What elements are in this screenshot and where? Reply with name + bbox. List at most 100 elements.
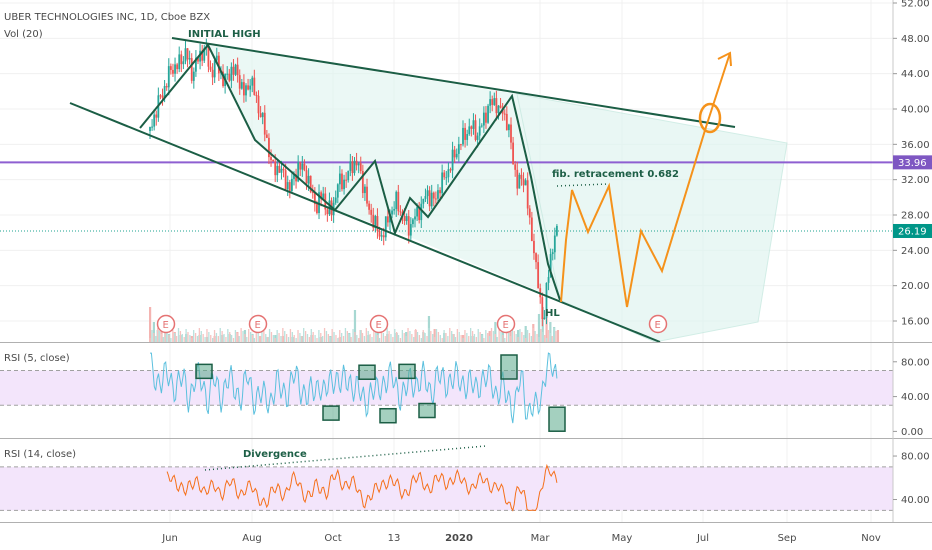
candle-body [253, 77, 256, 95]
candle-body [443, 172, 446, 178]
volume-bar [526, 330, 529, 342]
volume-bar [303, 328, 305, 342]
time-scale[interactable]: Jun Aug Oct 13 2020 Mar May Jul Sep Nov [161, 533, 881, 544]
volume-bar [549, 322, 552, 342]
volume-bar [475, 337, 477, 342]
volume-bar [293, 335, 295, 342]
volume-bar [380, 330, 383, 342]
rsi-highlight-box [398, 363, 416, 380]
volume-bar [536, 334, 538, 342]
volume-bar [462, 338, 464, 342]
volume-bar [316, 338, 318, 342]
rsi14-pane[interactable]: Divergence RSI (14, close) [0, 445, 893, 512]
candle-body [439, 190, 441, 194]
volume-bar [213, 330, 216, 342]
volume-bar [340, 333, 343, 342]
candle-body [188, 58, 191, 60]
rsi14-grid [0, 466, 893, 511]
volume-bar [318, 330, 320, 342]
rsi14-legend[interactable]: RSI (14, close) [4, 449, 76, 460]
upper-trendline[interactable] [171, 37, 736, 128]
candle-body [372, 214, 375, 228]
volume-bar [278, 333, 280, 342]
volume-bar [255, 330, 257, 342]
trendlines[interactable] [69, 37, 736, 343]
volume-bar [352, 329, 354, 342]
projection-path[interactable] [560, 52, 731, 308]
volume-bar [454, 337, 457, 342]
candle-body [186, 48, 189, 60]
candle-body [478, 126, 481, 136]
earnings-icon[interactable] [369, 314, 389, 334]
candle-body [249, 85, 252, 90]
earnings-icon[interactable] [496, 314, 516, 334]
volume-bar [507, 333, 510, 342]
price-tick-label: 32.00 [901, 175, 930, 186]
volume-bar [230, 335, 233, 342]
candle-body [326, 209, 329, 215]
lower-trendline[interactable] [69, 102, 661, 343]
volume-bar [492, 331, 495, 342]
candle-body [545, 282, 548, 318]
candle-body [299, 162, 302, 170]
candle-body [549, 254, 552, 277]
rsi-tick-label: 80.00 [901, 357, 930, 368]
candle-body [416, 207, 418, 217]
price-scale[interactable]: 52.00 48.00 44.00 40.00 36.00 32.00 28.00 24.00… [892, 0, 932, 522]
volume-bar [445, 333, 447, 342]
volume-bar [494, 334, 496, 342]
earnings-icon[interactable] [648, 314, 668, 334]
symbol-title[interactable]: UBER TECHNOLOGIES INC, 1D, Cboe BZX [4, 12, 210, 23]
candle-body [211, 69, 214, 78]
volume-bar [420, 338, 422, 342]
candle-body [376, 216, 379, 231]
volume-bar [299, 333, 301, 342]
volume-bar [471, 331, 474, 342]
candle-body [261, 112, 264, 118]
rsi5-grid [0, 369, 893, 406]
candle-body [238, 75, 241, 89]
volume-bar [534, 331, 536, 342]
price-tag[interactable] [893, 155, 932, 170]
volume-bar [263, 331, 265, 342]
candle-body [295, 174, 297, 182]
volume-bar [193, 330, 195, 342]
volume-bar [238, 336, 240, 342]
volume-bar [156, 328, 159, 342]
candle-body [378, 230, 381, 237]
price-tag[interactable] [893, 223, 932, 238]
volume-legend[interactable]: Vol (20) [4, 29, 43, 40]
volume-bar [219, 328, 221, 342]
volume-bar [479, 332, 481, 342]
earnings-icon[interactable] [156, 314, 176, 334]
pane-separators[interactable] [0, 342, 932, 523]
volume-bar [282, 328, 284, 342]
rsi5-legend[interactable]: RSI (5, close) [4, 353, 70, 364]
earnings-icon[interactable] [248, 314, 268, 334]
volume-bar [236, 333, 238, 342]
price-tick-label: 20.00 [901, 281, 930, 292]
volume-bar [232, 338, 235, 342]
volume-bar [543, 335, 546, 342]
volume-bar [392, 337, 394, 342]
earnings-icon-glyph: E [503, 320, 509, 331]
volume-bar [242, 331, 244, 342]
price-pane[interactable]: E E E E E INITIAL HIGH fib. retracement 0.68… [0, 0, 893, 522]
volume-bar [337, 338, 339, 342]
volume-bar [468, 336, 470, 342]
volume-bar [280, 336, 282, 342]
volume-bar [359, 330, 362, 342]
candle-body [165, 86, 168, 88]
price-tick-label: 40.00 [901, 105, 930, 116]
candle-body [234, 64, 237, 75]
volume-bar [174, 333, 176, 342]
candle-body [172, 69, 174, 74]
candle-body [420, 203, 423, 221]
candle-body [215, 55, 218, 61]
candle-body [355, 160, 358, 166]
candle-body [268, 137, 270, 158]
time-tick-label: Jul [696, 533, 709, 544]
rsi5-pane[interactable]: RSI (5, close) [0, 352, 893, 432]
